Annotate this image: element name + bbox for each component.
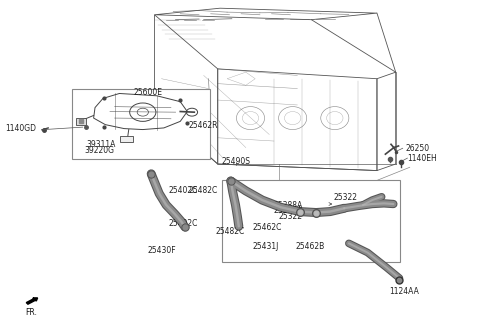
Text: 25482C: 25482C [189, 186, 218, 195]
Text: 25462R: 25462R [189, 121, 218, 130]
Text: FR.: FR. [26, 308, 37, 317]
Text: 25388A: 25388A [274, 200, 303, 210]
Text: 25490S: 25490S [221, 157, 250, 166]
Text: 39311A: 39311A [87, 140, 116, 150]
Text: 25402C: 25402C [168, 218, 198, 228]
Text: 25462C: 25462C [253, 223, 282, 233]
Text: 1140EH: 1140EH [408, 154, 437, 163]
Text: 25482C: 25482C [216, 227, 245, 236]
FancyArrow shape [26, 298, 37, 304]
Text: 25322: 25322 [279, 212, 303, 221]
Text: 25430F: 25430F [147, 246, 176, 256]
Text: 25600E: 25600E [134, 88, 163, 97]
Bar [222, 180, 400, 262]
Text: 25402C: 25402C [168, 186, 198, 195]
Text: 25431J: 25431J [252, 242, 279, 251]
Text: 39220G: 39220G [84, 146, 114, 155]
Bar [120, 136, 133, 142]
Bar [72, 89, 210, 159]
Text: 25462B: 25462B [296, 242, 325, 251]
Text: 26250: 26250 [405, 144, 429, 153]
Text: 25322: 25322 [334, 193, 358, 202]
Text: 1140GD: 1140GD [5, 124, 36, 133]
Text: 25388A: 25388A [274, 206, 303, 215]
Bar [76, 118, 85, 125]
Text: 1124AA: 1124AA [389, 287, 419, 296]
